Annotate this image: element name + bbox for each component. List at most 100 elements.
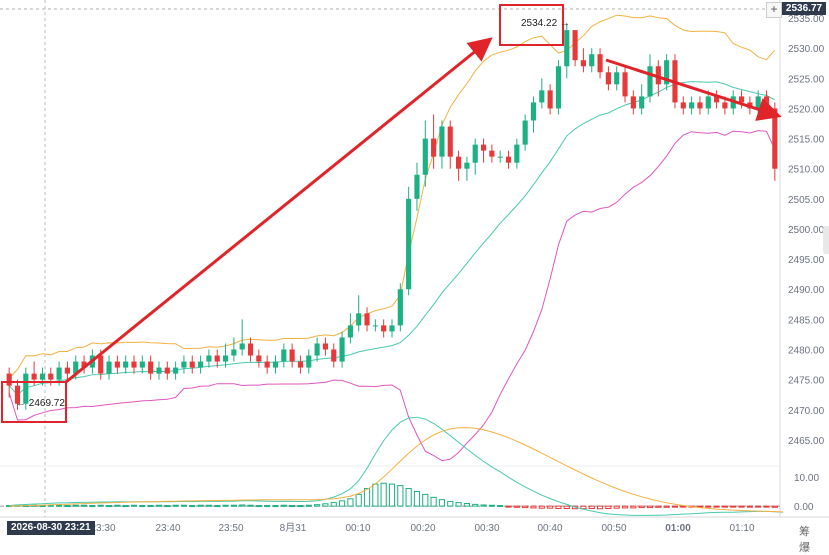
macd-bar (280, 504, 287, 507)
candle (297, 355, 304, 374)
macd-dea-line (9, 427, 784, 513)
candle (647, 54, 653, 103)
add-alert-button[interactable]: + (766, 2, 782, 18)
candle-body (189, 361, 195, 368)
candle-body (647, 66, 653, 97)
candle-body (406, 198, 412, 290)
candle-body (664, 60, 670, 85)
candle-body (622, 72, 628, 97)
candle-body (239, 343, 245, 350)
candle (439, 120, 445, 169)
candle-body (222, 355, 229, 362)
macd-bar (480, 504, 487, 507)
macd-bar (355, 493, 362, 507)
candle (314, 337, 320, 362)
macd-bar (621, 505, 629, 509)
candle-body (114, 361, 120, 368)
macd-bar (89, 505, 96, 508)
candle-body (381, 325, 387, 332)
candle-body (347, 325, 353, 338)
candle (472, 138, 478, 175)
macd-bar (172, 504, 179, 507)
macd-bar (463, 502, 470, 507)
macd-bar (314, 504, 321, 507)
candle (106, 355, 112, 380)
candle (464, 156, 470, 181)
candle (339, 331, 345, 368)
candle-body (31, 373, 37, 380)
bollinger-middle-line (8, 81, 776, 396)
candle (189, 355, 195, 374)
candle (23, 367, 29, 410)
macd-bar (771, 505, 778, 508)
candle-body (689, 102, 695, 109)
candle (256, 349, 262, 368)
macd-bar (488, 504, 495, 507)
candle (364, 307, 370, 332)
candle-body (580, 60, 586, 67)
candle (306, 349, 312, 374)
candle (231, 337, 237, 362)
y-tick-label: 2505.00 (788, 195, 825, 206)
candle (555, 60, 562, 115)
macd-bar (322, 503, 329, 507)
candle (755, 90, 761, 121)
candle-body (772, 108, 778, 169)
macd-bar (122, 505, 129, 508)
candle (738, 90, 745, 109)
macd-bar (563, 505, 570, 509)
macd-bar (746, 505, 753, 508)
candle-body (655, 66, 661, 85)
x-tick-label: 00:40 (537, 523, 562, 534)
macd-bar (497, 505, 504, 508)
macd-bar (380, 482, 387, 507)
candle-body (339, 337, 345, 362)
crosshair-time-label: 2026-08-30 23:21 (7, 521, 95, 535)
macd-bar (472, 503, 479, 507)
candle-body (272, 361, 279, 368)
macd-bar (130, 504, 138, 507)
y-tick-label: 2495.00 (788, 255, 825, 266)
candlestick-chart[interactable]: 2535.00 2530.00 2525.00 2520.00 2515.00 2510.… (0, 0, 829, 541)
candle-body (497, 156, 503, 158)
candle-body (697, 102, 703, 109)
macd-bar (388, 483, 396, 507)
candle-body (539, 90, 545, 103)
candle-body (39, 373, 46, 380)
macd-bar (347, 498, 354, 507)
candle-body (639, 96, 645, 109)
y-tick-label: 2475.00 (788, 376, 825, 387)
macd-bar (505, 505, 512, 508)
macd-bar (605, 505, 612, 509)
macd-bar (413, 490, 421, 507)
candle (564, 24, 570, 79)
macd-bar (197, 504, 204, 507)
macd-bar (97, 504, 104, 507)
candle-body (48, 373, 54, 380)
macd-bar (630, 505, 637, 509)
candle-body (306, 355, 312, 368)
macd-bar (438, 499, 446, 507)
candle (630, 90, 636, 115)
y-tick-label: 2510.00 (788, 165, 825, 176)
macd-bar (222, 504, 229, 507)
candle-body (605, 72, 611, 85)
downtrend-arrow (605, 58, 782, 121)
candle-body (372, 325, 378, 327)
candle (272, 355, 279, 374)
x-tick-label: 23:40 (155, 523, 180, 534)
candle (156, 361, 162, 380)
candle-body (56, 367, 62, 380)
candle-body (514, 144, 520, 163)
y-tick-label: 2500.00 (788, 225, 825, 236)
macd-bar (646, 505, 654, 509)
macd-bar (72, 504, 79, 507)
candle-body (564, 30, 570, 67)
chip-distribution-button[interactable]: 筹 爆 (799, 526, 813, 554)
macd-bar (305, 504, 312, 507)
macd-bar (663, 505, 670, 508)
side-panel-handle[interactable] (823, 226, 829, 254)
y-tick-label: 2535.00 (788, 14, 825, 25)
macd-bar (447, 500, 454, 507)
macd-bar (596, 505, 604, 510)
